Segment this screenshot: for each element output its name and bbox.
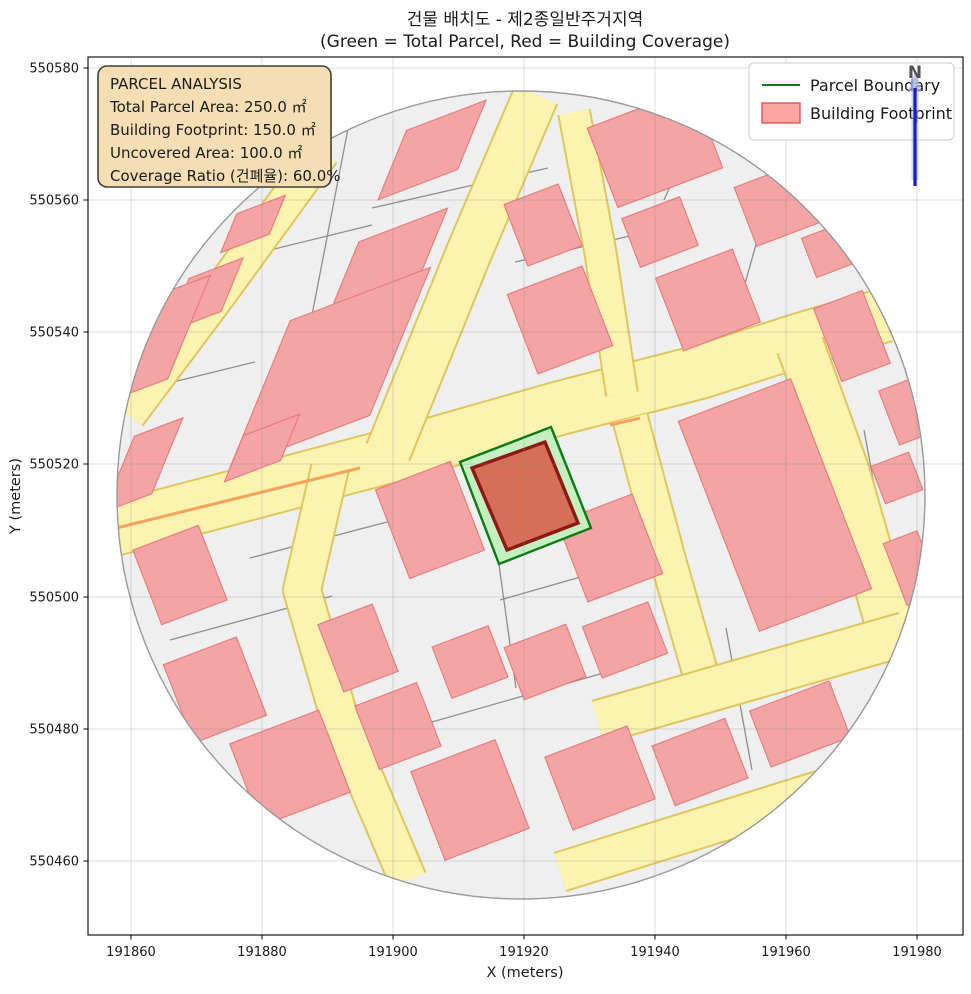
building-footprint (503, 183, 583, 267)
infobox-line: Building Footprint: 150.0 ㎡ (110, 121, 316, 139)
building-footprint (654, 248, 762, 352)
y-tick-label: 550560 (29, 194, 79, 209)
x-tick-label: 191940 (630, 945, 680, 960)
legend-building-patch-swatch (761, 102, 801, 124)
north-arrow-head (908, 70, 922, 92)
north-arrow: N (908, 63, 922, 186)
infobox-line: Uncovered Area: 100.0 ㎡ (110, 144, 302, 162)
building-footprint (223, 413, 301, 483)
infobox-background (97, 65, 332, 188)
building-footprint (503, 623, 587, 701)
building-footprint (132, 524, 228, 626)
building-footprint (219, 194, 287, 254)
building-footprint (882, 530, 925, 606)
road (367, 91, 557, 461)
x-tick-label: 191860 (106, 945, 156, 960)
y-axis-label: Y (meters) (8, 458, 24, 535)
building-footprint (317, 603, 399, 693)
axes-spines (87, 56, 964, 936)
legend-box (748, 62, 955, 141)
road (778, 337, 918, 652)
road (559, 109, 637, 397)
road-accent-line (117, 466, 361, 534)
legend-parcel-label: Parcel Boundary (810, 76, 940, 95)
building-footprint (354, 681, 442, 771)
x-tick-label: 191900 (368, 945, 418, 960)
x-tick-label: 191880 (237, 945, 287, 960)
chart-subtitle: (Green = Total Parcel, Red = Building Co… (320, 32, 730, 52)
legend: Parcel Boundary Building Footprint (748, 62, 955, 141)
road (592, 613, 911, 743)
building-footprint (506, 265, 614, 375)
building-footprint (544, 725, 656, 831)
infobox-line: Coverage Ratio (건폐율): 60.0% (110, 167, 341, 185)
building-footprint (677, 377, 873, 633)
building-footprint (620, 195, 700, 269)
building-footprint (870, 451, 924, 505)
highlight-building-footprint (469, 439, 581, 553)
building-footprint (431, 624, 509, 700)
chart-title: 건물 배치도 - 제2종일반주거지역 (407, 10, 643, 30)
y-tick-label: 550480 (29, 723, 79, 738)
building-footprint (374, 460, 486, 580)
road (284, 463, 425, 888)
road-accent-line (609, 416, 641, 427)
road (613, 413, 717, 677)
infobox-text: PARCEL ANALYSIS Total Parcel Area: 250.0 … (109, 75, 341, 185)
infobox-line: PARCEL ANALYSIS (110, 75, 242, 93)
x-tick-label: 191920 (499, 945, 549, 960)
y-tick-label: 550540 (29, 326, 79, 341)
x-axis-label: X (meters) (486, 965, 563, 981)
x-tick-label: 191960 (761, 945, 811, 960)
parcel-analysis-infobox: PARCEL ANALYSIS Total Parcel Area: 250.0 … (97, 65, 341, 188)
building-footprint (228, 266, 432, 470)
y-tick-label: 550580 (29, 62, 79, 77)
building-footprint (410, 738, 530, 862)
building-footprint (812, 289, 892, 383)
north-label: N (908, 63, 922, 83)
x-tick-label: 191980 (892, 945, 942, 960)
legend-building-label: Building Footprint (810, 104, 952, 123)
map-clip-outline (116, 90, 926, 900)
y-tick-label: 550500 (29, 591, 79, 606)
building-footprint (581, 601, 669, 679)
building-footprint (377, 99, 487, 201)
building-footprint (117, 416, 184, 514)
cadastral-map (117, 91, 925, 899)
y-tick-label: 550520 (29, 458, 79, 473)
axis-ticks: 191860 191880 191900 191920 191940 191960 1919… (29, 62, 941, 961)
building-footprint (651, 717, 749, 807)
y-tick-label: 550460 (29, 855, 79, 870)
building-footprint (877, 378, 925, 446)
infobox-line: Total Parcel Area: 250.0 ㎡ (109, 98, 307, 116)
